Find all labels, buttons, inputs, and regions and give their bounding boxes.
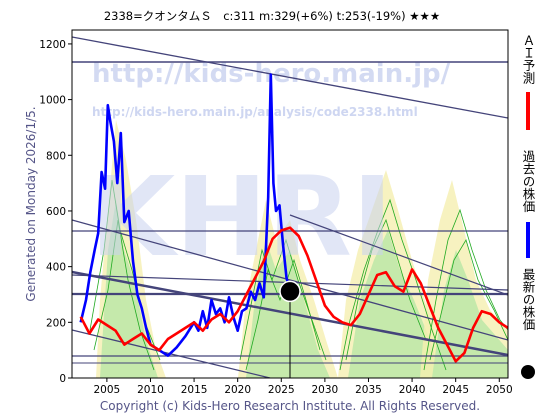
x-tick-label: 2015	[181, 384, 208, 396]
y-tick-label: 1200	[39, 39, 66, 51]
x-tick-label: 2045	[442, 384, 469, 396]
x-tick-label: 2010	[137, 384, 164, 396]
y-tick-label: 0	[59, 373, 66, 385]
watermark: KHRI http://kids-hero.main.jp/ http://ki…	[90, 59, 451, 281]
x-tick-label: 2040	[399, 384, 426, 396]
series-line-2	[79, 226, 508, 363]
y-tick-label: 400	[46, 262, 66, 274]
watermark-logo: KHRI	[90, 153, 393, 281]
generated-date-label: Generated on Monday 2026/1/5.	[24, 106, 38, 301]
copyright-text: Copyright (c) Kids-Hero Research Institu…	[100, 399, 480, 413]
y-axis: 0 200 400 600 800 1000 1200	[39, 39, 72, 385]
watermark-url-detail: http://kids-hero.main.jp/analysis/code23…	[92, 105, 418, 119]
legend-item-3: 最新の株価	[521, 268, 536, 379]
legend-item-1: ＡＩ予測	[521, 34, 536, 130]
legend-label: 最新の株価	[521, 268, 536, 331]
x-tick-label: 2050	[486, 384, 513, 396]
x-tick-label: 2005	[94, 384, 121, 396]
series-line-1	[79, 73, 292, 357]
x-tick-label: 2025	[268, 384, 295, 396]
y-tick-label: 1000	[39, 95, 66, 107]
prediction-bands	[89, 120, 508, 378]
plot-frame	[71, 29, 509, 379]
series-layer	[79, 73, 508, 363]
y-tick-label: 800	[46, 150, 66, 162]
x-axis: 2005 2010 2015 2020 2025 2030 2035 2040 2045 2050	[94, 378, 513, 396]
legend-label: 過去の株価	[521, 150, 536, 213]
y-tick-label: 600	[46, 206, 66, 218]
chart-title: 2338=クオンタムＳ c:311 m:329(+6%) t:253(-19%)…	[104, 9, 440, 23]
legend-label: ＡＩ予測	[521, 34, 536, 85]
reference-lines	[72, 36, 508, 378]
x-tick-label: 2020	[224, 384, 251, 396]
latest-price-marker	[279, 280, 301, 378]
legend-item-2: 過去の株価	[521, 150, 536, 258]
x-tick-label: 2035	[355, 384, 382, 396]
legend-dot	[521, 365, 535, 379]
x-tick-label: 2030	[312, 384, 339, 396]
y-tick-label: 200	[46, 317, 66, 329]
latest-price-dot	[279, 280, 301, 303]
